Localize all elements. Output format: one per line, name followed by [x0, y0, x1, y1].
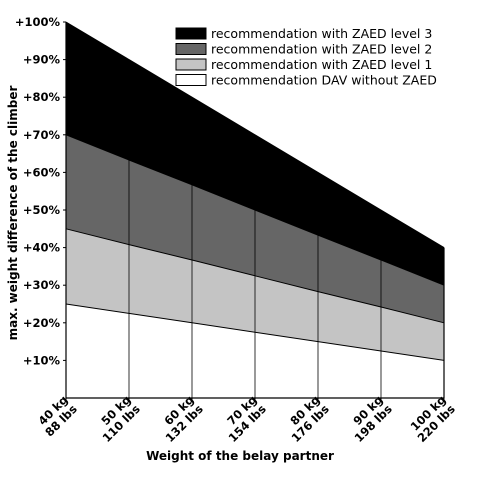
legend-swatch-2 [175, 43, 207, 55]
legend-swatch-3 [175, 58, 207, 71]
legend-label-3: recommendation with ZAED level 1 [211, 57, 432, 72]
y-tick-label: +40% [23, 241, 61, 255]
y-tick-label: +70% [23, 128, 61, 142]
legend-swatch-4 [175, 74, 207, 86]
legend-label-4: recommendation DAV without ZAED [211, 73, 437, 88]
y-axis-title: max. weight difference of the climber [6, 86, 20, 341]
y-tick-label: +30% [23, 278, 61, 292]
y-tick-label: +10% [23, 353, 61, 367]
y-tick-label: +100% [15, 15, 61, 29]
legend-label-2: recommendation with ZAED level 2 [211, 42, 432, 57]
y-tick-label: +90% [23, 53, 61, 67]
y-tick-label: +80% [23, 90, 61, 104]
y-tick-label: +50% [23, 203, 61, 217]
legend-label-1: recommendation with ZAED level 3 [211, 26, 432, 41]
x-axis-title: Weight of the belay partner [146, 449, 334, 463]
y-tick-label: +60% [23, 165, 61, 179]
y-tick-label: +20% [23, 316, 61, 330]
legend-swatch-1 [175, 27, 207, 40]
